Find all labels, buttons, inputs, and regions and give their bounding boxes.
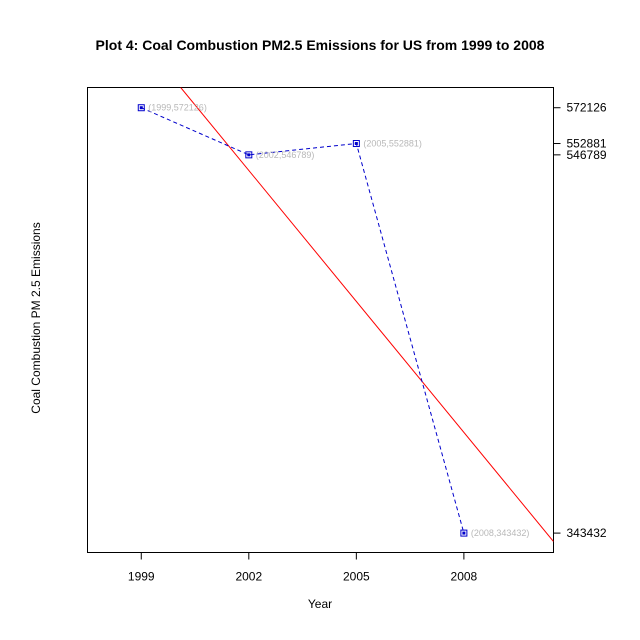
y-tick-label: 343432: [567, 526, 607, 540]
x-tick-label: 2008: [451, 570, 478, 584]
y-tick-label: 546789: [567, 148, 607, 162]
data-point-label: (2002,546789): [256, 150, 315, 160]
trend-line: [180, 87, 554, 542]
data-point-marker: [460, 529, 468, 537]
data-point-fill: [247, 153, 251, 157]
x-axis-label: Year: [308, 597, 332, 611]
data-point-label: (2008,343432): [471, 528, 530, 538]
data-point-fill: [139, 106, 143, 110]
data-point-label: (1999,572126): [148, 103, 207, 113]
data-point-marker: [137, 104, 145, 112]
y-tick-label: 572126: [567, 101, 607, 115]
chart-title: Plot 4: Coal Combustion PM2.5 Emissions …: [96, 37, 545, 53]
x-tick-label: 2005: [343, 570, 370, 584]
x-tick-label: 1999: [128, 570, 155, 584]
data-point-label: (2005,552881): [363, 139, 422, 149]
data-point-fill: [354, 142, 358, 146]
plot-frame: [87, 87, 554, 553]
data-point-marker: [352, 140, 360, 148]
data-point-fill: [462, 531, 466, 535]
data-point-marker: [245, 151, 253, 159]
x-tick-label: 2002: [235, 570, 262, 584]
y-axis-label: Coal Combustion PM 2.5 Emissions: [29, 222, 43, 413]
series-line: [141, 107, 465, 534]
y-tick-label: 552881: [567, 137, 607, 151]
